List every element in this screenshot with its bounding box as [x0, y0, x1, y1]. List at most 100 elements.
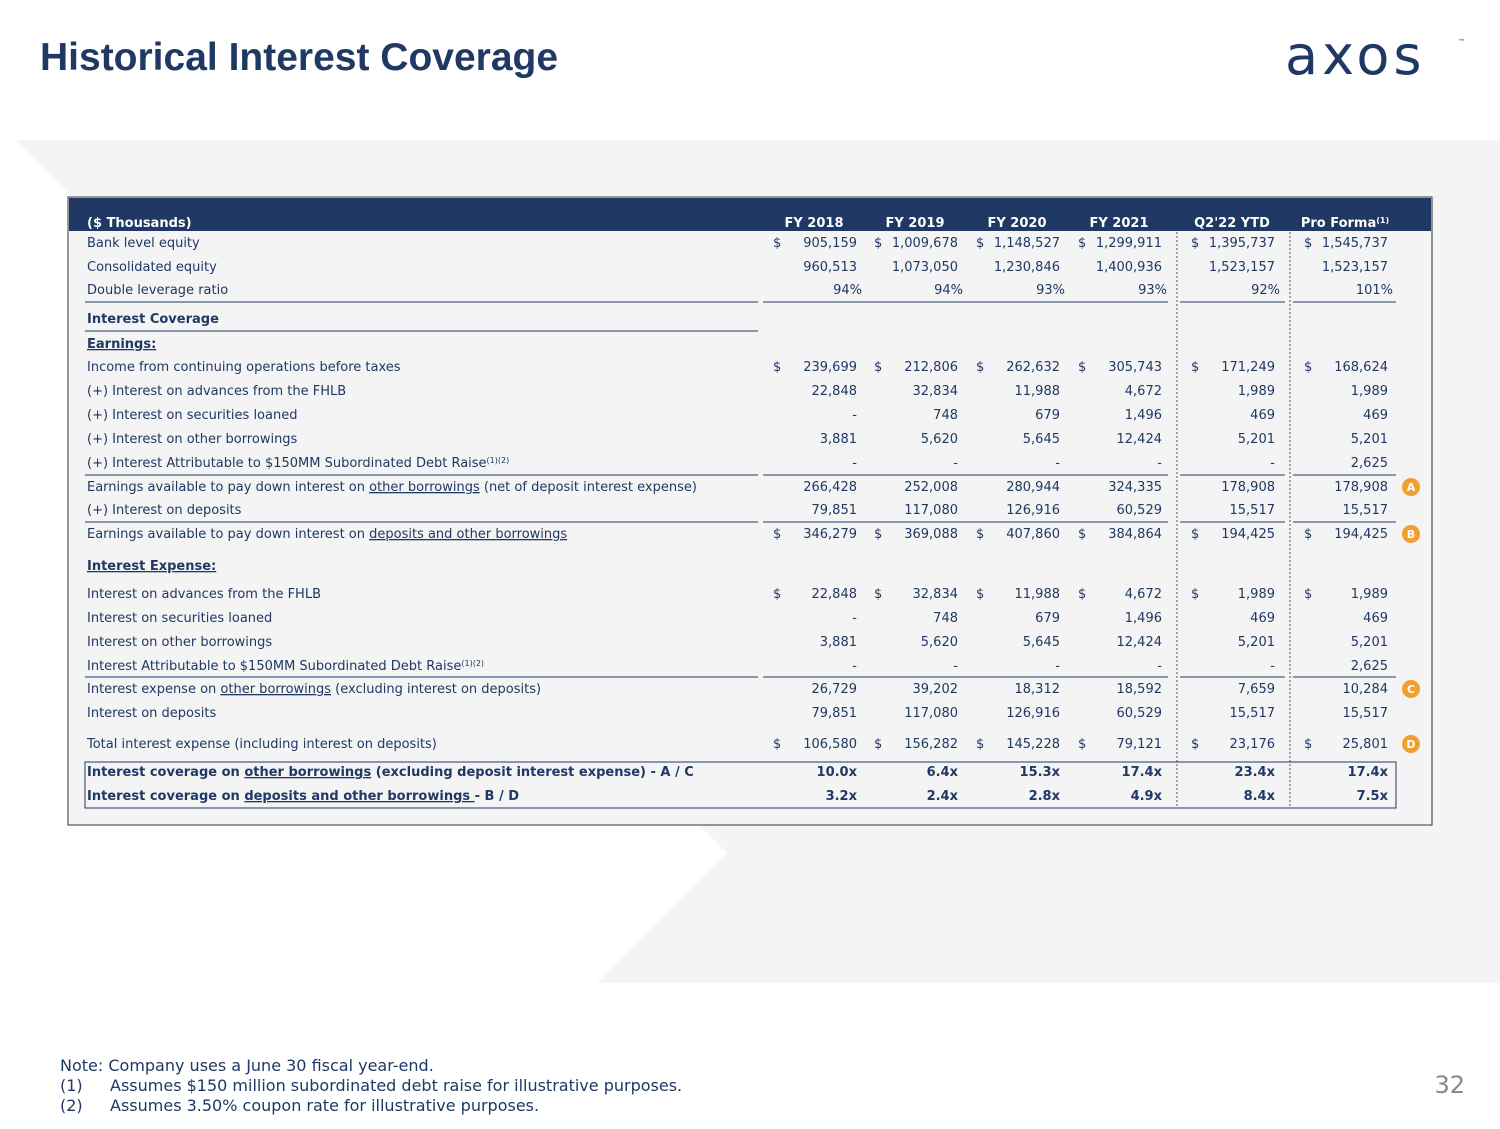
badge: [1402, 680, 1420, 698]
logo: axos: [1285, 24, 1426, 87]
cell: 4.9x: [1131, 789, 1163, 804]
row-label: Interest on deposits: [87, 706, 216, 721]
cell: 32,834: [913, 587, 959, 602]
coverage-box: [84, 761, 1397, 809]
label-part: Interest Coverage: [87, 312, 219, 327]
currency: $: [773, 236, 781, 251]
cell: 1,073,050: [892, 260, 958, 275]
label-part: (+) Interest on advances from the FHLB: [87, 384, 346, 399]
note-number: (2): [60, 1096, 83, 1115]
currency: $: [1078, 236, 1086, 251]
cell: -: [1157, 659, 1162, 674]
currency: $: [773, 737, 781, 752]
currency: $: [1191, 360, 1199, 375]
cell: 3.2x: [826, 789, 858, 804]
row-label: Interest coverage on other borrowings (e…: [87, 765, 694, 780]
note-text: Assumes $150 million subordinated debt r…: [110, 1076, 682, 1095]
label-part: deposits and other borrowings: [244, 789, 474, 804]
cell: 15,517: [1343, 706, 1389, 721]
cell: -: [1157, 456, 1162, 471]
cell: 11,988: [1015, 384, 1061, 399]
row-label: Interest on other borrowings: [87, 635, 272, 650]
currency: $: [1191, 587, 1199, 602]
column-header: Pro Forma(1): [1301, 216, 1389, 232]
cell: 407,860: [1006, 527, 1060, 542]
currency: $: [773, 587, 781, 602]
badge-letter: C: [1407, 683, 1415, 696]
cell: 194,425: [1221, 527, 1275, 542]
cell: 17.4x: [1122, 765, 1163, 780]
label-part: Interest expense on: [87, 682, 220, 697]
cell: 1,230,846: [994, 260, 1060, 275]
currency: $: [976, 737, 984, 752]
cell: 5,645: [1023, 635, 1060, 650]
cell: 1,009,678: [892, 236, 958, 251]
cell: 8.4x: [1244, 789, 1276, 804]
row-label: Earnings:: [87, 337, 156, 352]
cell: -: [852, 456, 857, 471]
cell: 748: [933, 408, 958, 423]
cell: 1,989: [1238, 384, 1275, 399]
currency: $: [1191, 527, 1199, 542]
cell: 1,989: [1351, 384, 1388, 399]
cell: 23,176: [1230, 737, 1276, 752]
row-label: Bank level equity: [87, 236, 200, 251]
currency: $: [1078, 587, 1086, 602]
row-label: (+) Interest on securities loaned: [87, 408, 297, 423]
row-label: Interest on advances from the FHLB: [87, 587, 321, 602]
row-label: Interest Coverage: [87, 312, 219, 327]
cell: 469: [1250, 408, 1275, 423]
cell: 145,228: [1006, 737, 1060, 752]
cell: 1,148,527: [994, 236, 1060, 251]
column-header-text: Q2'22 YTD: [1194, 216, 1270, 231]
cell: 346,279: [803, 527, 857, 542]
cell: 106,580: [803, 737, 857, 752]
note-number: (1): [60, 1076, 83, 1095]
currency: $: [976, 360, 984, 375]
cell: 7.5x: [1357, 789, 1389, 804]
cell: 1,989: [1351, 587, 1388, 602]
cell: 93%: [1036, 283, 1065, 298]
label-part: other borrowings: [369, 480, 480, 495]
currency: $: [1191, 236, 1199, 251]
cell: 79,121: [1117, 737, 1163, 752]
cell: 11,988: [1015, 587, 1061, 602]
cell: 156,282: [904, 737, 958, 752]
label-part: Interest Attributable to $150MM Subordin…: [87, 659, 461, 674]
badge-letter: B: [1407, 528, 1415, 541]
currency: $: [1078, 737, 1086, 752]
currency: $: [1304, 360, 1312, 375]
label-part: - B / D: [475, 789, 520, 804]
label-part: (excluding interest on deposits): [331, 682, 541, 697]
currency: $: [874, 236, 882, 251]
badge-letter: A: [1407, 481, 1416, 494]
label-part: (+) Interest on other borrowings: [87, 432, 298, 447]
row-label: Interest Attributable to $150MM Subordin…: [87, 659, 484, 675]
logo-tm: ™: [1458, 38, 1465, 46]
currency: $: [1078, 360, 1086, 375]
cell: 6.4x: [927, 765, 959, 780]
label-part: Interest on advances from the FHLB: [87, 587, 321, 602]
currency: $: [874, 527, 882, 542]
column-header: Q2'22 YTD: [1194, 216, 1270, 231]
cell: 960,513: [803, 260, 857, 275]
cell: 32,834: [913, 384, 959, 399]
cell: 280,944: [1006, 480, 1060, 495]
row-label: Interest Expense:: [87, 559, 216, 574]
currency: $: [874, 587, 882, 602]
badge: [1402, 735, 1420, 753]
cell: 1,989: [1238, 587, 1275, 602]
row-label: Interest coverage on deposits and other …: [87, 789, 519, 804]
page-number: 32: [1434, 1071, 1465, 1099]
cell: 10,284: [1343, 682, 1389, 697]
label-part: other borrowings: [244, 765, 371, 780]
label-part: Earnings:: [87, 337, 156, 352]
cell: 178,908: [1334, 480, 1388, 495]
table-frame: [67, 196, 1433, 826]
cell: 18,592: [1117, 682, 1163, 697]
currency: $: [1304, 587, 1312, 602]
currency: $: [773, 527, 781, 542]
cell: 5,201: [1238, 432, 1275, 447]
cell: 3,881: [820, 432, 857, 447]
